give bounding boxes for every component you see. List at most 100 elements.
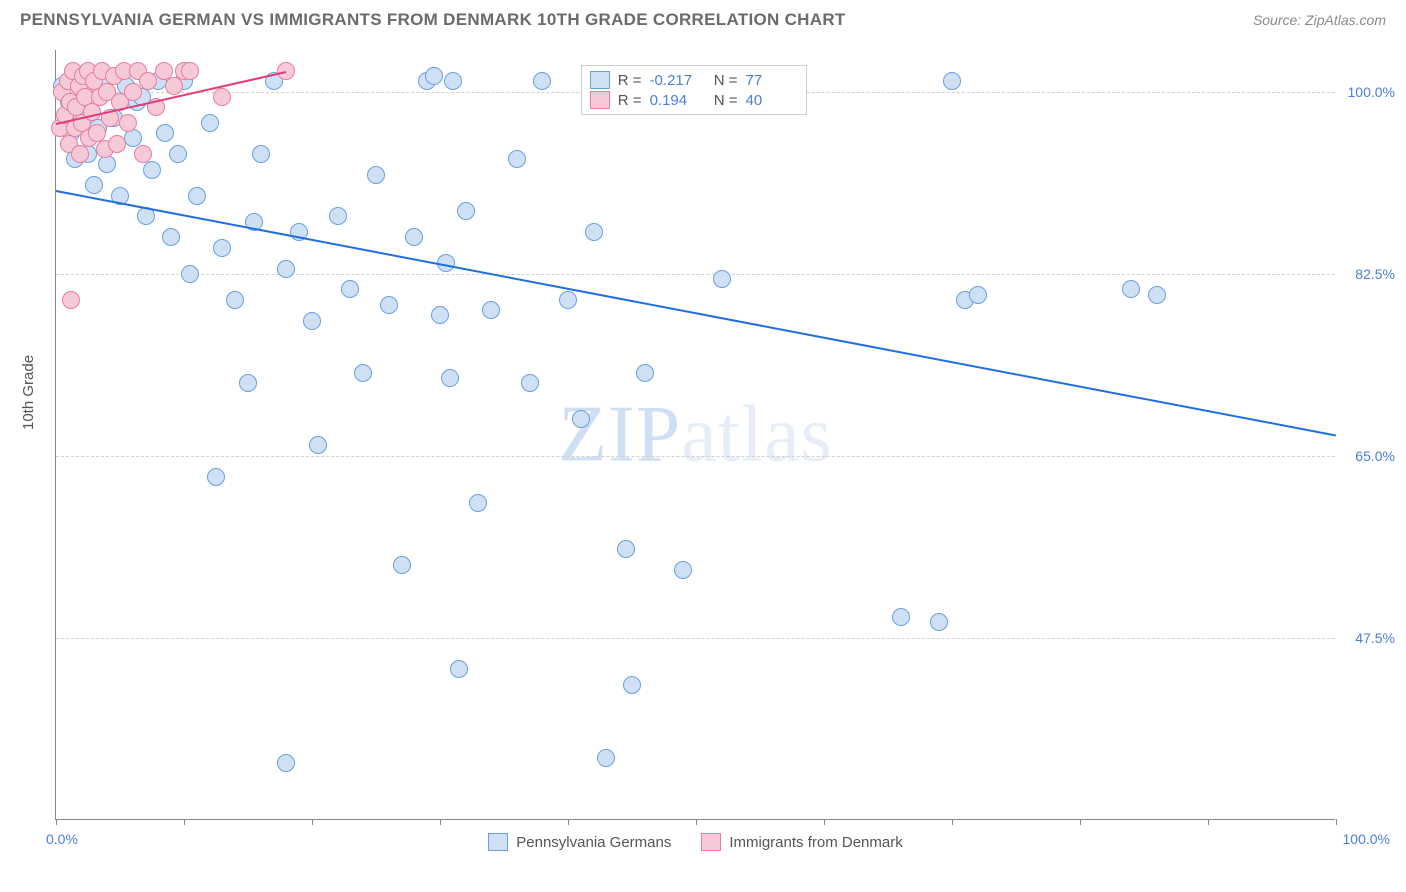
scatter-point <box>367 166 385 184</box>
scatter-point <box>943 72 961 90</box>
stat-r-label: R = <box>618 72 642 89</box>
scatter-point <box>108 135 126 153</box>
scatter-point <box>623 676 641 694</box>
scatter-point <box>207 468 225 486</box>
scatter-point <box>930 613 948 631</box>
gridline <box>56 638 1335 639</box>
chart-title: PENNSYLVANIA GERMAN VS IMMIGRANTS FROM D… <box>20 10 846 30</box>
x-tick <box>1336 819 1337 825</box>
scatter-point <box>162 228 180 246</box>
scatter-point <box>1122 280 1140 298</box>
stat-r-label: R = <box>618 92 642 109</box>
scatter-point <box>303 312 321 330</box>
legend-label: Pennsylvania Germans <box>516 834 671 851</box>
scatter-point <box>277 260 295 278</box>
scatter-point <box>469 494 487 512</box>
legend-swatch <box>590 91 610 109</box>
header: PENNSYLVANIA GERMAN VS IMMIGRANTS FROM D… <box>0 0 1406 36</box>
x-tick <box>184 819 185 825</box>
stat-n-label: N = <box>710 72 738 89</box>
stat-legend-row: R = 0.194 N = 40 <box>590 90 798 110</box>
scatter-point <box>213 239 231 257</box>
bottom-legend: Pennsylvania Germans Immigrants from Denm… <box>56 833 1335 851</box>
x-tick <box>1208 819 1209 825</box>
watermark-zip: ZIP <box>558 390 681 478</box>
scatter-point <box>441 369 459 387</box>
legend-swatch <box>590 71 610 89</box>
stat-n-value: 40 <box>746 92 798 109</box>
scatter-point <box>617 540 635 558</box>
x-axis-max-label: 100.0% <box>1343 831 1390 847</box>
scatter-point <box>119 114 137 132</box>
scatter-point <box>636 364 654 382</box>
scatter-point <box>71 145 89 163</box>
scatter-point <box>482 301 500 319</box>
gridline <box>56 456 1335 457</box>
stat-legend: R = -0.217 N = 77R = 0.194 N = 40 <box>581 65 807 115</box>
legend-label: Immigrants from Denmark <box>729 834 902 851</box>
scatter-point <box>181 265 199 283</box>
scatter-point <box>62 291 80 309</box>
scatter-point <box>226 291 244 309</box>
scatter-point <box>188 187 206 205</box>
scatter-point <box>444 72 462 90</box>
scatter-point <box>380 296 398 314</box>
stat-r-value: 0.194 <box>650 92 702 109</box>
scatter-point <box>201 114 219 132</box>
scatter-point <box>124 83 142 101</box>
y-axis-label: 10th Grade <box>20 355 37 430</box>
scatter-point <box>969 286 987 304</box>
scatter-point <box>239 374 257 392</box>
scatter-point <box>329 207 347 225</box>
watermark-atlas: atlas <box>681 390 833 478</box>
scatter-point <box>341 280 359 298</box>
scatter-point <box>252 145 270 163</box>
scatter-point <box>713 270 731 288</box>
scatter-point <box>143 161 161 179</box>
scatter-point <box>277 754 295 772</box>
scatter-point <box>521 374 539 392</box>
stat-r-value: -0.217 <box>650 72 702 89</box>
scatter-point <box>354 364 372 382</box>
scatter-point <box>169 145 187 163</box>
scatter-point <box>309 436 327 454</box>
scatter-point <box>597 749 615 767</box>
scatter-point <box>892 608 910 626</box>
scatter-point <box>156 124 174 142</box>
y-tick-label: 100.0% <box>1348 84 1395 100</box>
scatter-point <box>181 62 199 80</box>
scatter-point <box>405 228 423 246</box>
scatter-point <box>98 155 116 173</box>
scatter-point <box>425 67 443 85</box>
source-label: Source: ZipAtlas.com <box>1253 12 1386 28</box>
scatter-point <box>572 410 590 428</box>
scatter-point <box>450 660 468 678</box>
scatter-point <box>1148 286 1166 304</box>
x-tick <box>56 819 57 825</box>
legend-swatch <box>488 833 508 851</box>
scatter-chart: ZIPatlas 0.0% 100.0% Pennsylvania German… <box>55 50 1335 820</box>
scatter-point <box>674 561 692 579</box>
stat-legend-row: R = -0.217 N = 77 <box>590 70 798 90</box>
legend-item: Immigrants from Denmark <box>701 833 902 851</box>
scatter-point <box>277 62 295 80</box>
scatter-point <box>139 72 157 90</box>
scatter-point <box>134 145 152 163</box>
y-tick-label: 65.0% <box>1355 448 1395 464</box>
y-tick-label: 47.5% <box>1355 630 1395 646</box>
x-tick <box>952 819 953 825</box>
legend-swatch <box>701 833 721 851</box>
x-tick <box>1080 819 1081 825</box>
x-tick <box>824 819 825 825</box>
scatter-point <box>213 88 231 106</box>
gridline <box>56 274 1335 275</box>
scatter-point <box>585 223 603 241</box>
x-tick <box>568 819 569 825</box>
scatter-point <box>85 176 103 194</box>
scatter-point <box>559 291 577 309</box>
scatter-point <box>533 72 551 90</box>
scatter-point <box>165 77 183 95</box>
legend-item: Pennsylvania Germans <box>488 833 671 851</box>
stat-n-value: 77 <box>746 72 798 89</box>
watermark: ZIPatlas <box>558 389 833 480</box>
